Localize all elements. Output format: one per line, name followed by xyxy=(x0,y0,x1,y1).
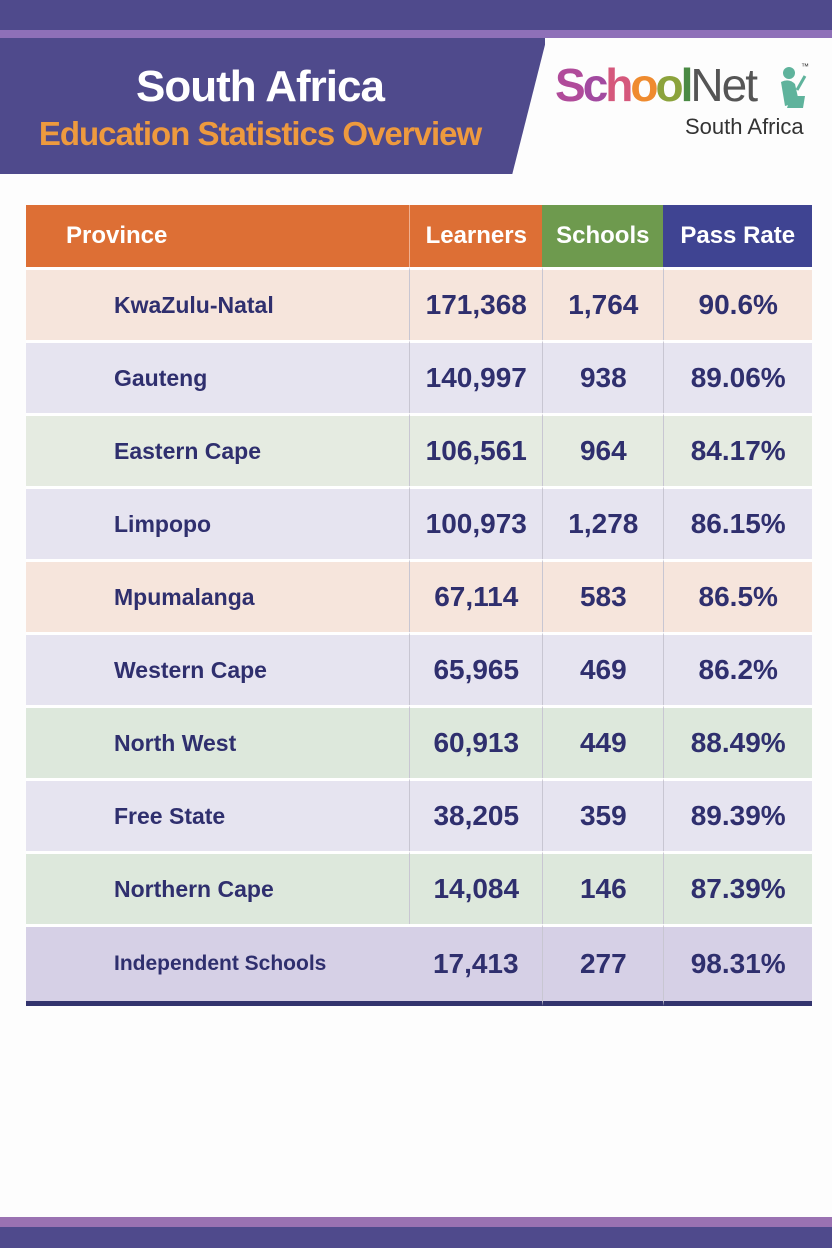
cell-learners: 60,913 xyxy=(409,705,543,778)
cell-schools: 1,278 xyxy=(542,486,664,559)
cell-learners: 65,965 xyxy=(409,632,543,705)
cell-schools: 277 xyxy=(542,924,664,1006)
cell-pass-rate: 89.06% xyxy=(663,340,812,413)
education-stats-table: Province Learners Schools Pass Rate KwaZ… xyxy=(26,205,812,1006)
cell-province: Western Cape xyxy=(26,632,410,705)
table-row: Eastern Cape 106,561 964 84.17% xyxy=(26,413,812,486)
table-header: Province Learners Schools Pass Rate xyxy=(26,205,812,267)
cell-pass-rate: 88.49% xyxy=(663,705,812,778)
cell-pass-rate: 87.39% xyxy=(663,851,812,924)
cell-schools: 469 xyxy=(542,632,664,705)
cell-learners: 14,084 xyxy=(409,851,543,924)
table-row: Independent Schools 17,413 277 98.31% xyxy=(26,924,812,1006)
reader-with-laptop-icon xyxy=(781,67,807,108)
col-header-schools: Schools xyxy=(542,205,664,267)
cell-pass-rate: 86.15% xyxy=(663,486,812,559)
top-stripe xyxy=(0,30,832,38)
col-header-province: Province xyxy=(26,205,410,267)
cell-pass-rate: 89.39% xyxy=(663,778,812,851)
cell-pass-rate: 86.2% xyxy=(663,632,812,705)
table-row: Mpumalanga 67,114 583 86.5% xyxy=(26,559,812,632)
cell-province: Eastern Cape xyxy=(26,413,410,486)
cell-learners: 140,997 xyxy=(409,340,543,413)
title-banner xyxy=(0,38,545,174)
table-row: Western Cape 65,965 469 86.2% xyxy=(26,632,812,705)
bottom-stripe xyxy=(0,1217,832,1227)
table-row: Free State 38,205 359 89.39% xyxy=(26,778,812,851)
bottom-band xyxy=(0,1227,832,1248)
table-row: Gauteng 140,997 938 89.06% xyxy=(26,340,812,413)
top-band xyxy=(0,0,832,30)
cell-province: Limpopo xyxy=(26,486,410,559)
cell-province: KwaZulu-Natal xyxy=(26,267,410,340)
cell-learners: 17,413 xyxy=(409,924,543,1006)
cell-learners: 67,114 xyxy=(409,559,543,632)
page-title: South Africa xyxy=(136,62,385,111)
trademark: ™ xyxy=(801,62,809,71)
table-row: Northern Cape 14,084 146 87.39% xyxy=(26,851,812,924)
cell-province: North West xyxy=(26,705,410,778)
cell-province: Northern Cape xyxy=(26,851,410,924)
cell-schools: 938 xyxy=(542,340,664,413)
cell-schools: 583 xyxy=(542,559,664,632)
cell-province: Independent Schools xyxy=(26,924,410,1006)
cell-schools: 1,764 xyxy=(542,267,664,340)
col-header-learners: Learners xyxy=(409,205,543,267)
cell-pass-rate: 84.17% xyxy=(663,413,812,486)
cell-learners: 100,973 xyxy=(409,486,543,559)
cell-schools: 449 xyxy=(542,705,664,778)
cell-pass-rate: 86.5% xyxy=(663,559,812,632)
cell-learners: 171,368 xyxy=(409,267,543,340)
cell-province: Mpumalanga xyxy=(26,559,410,632)
cell-schools: 146 xyxy=(542,851,664,924)
cell-schools: 359 xyxy=(542,778,664,851)
cell-pass-rate: 98.31% xyxy=(663,924,812,1006)
cell-province: Free State xyxy=(26,778,410,851)
cell-learners: 106,561 xyxy=(409,413,543,486)
table-row: KwaZulu-Natal 171,368 1,764 90.6% xyxy=(26,267,812,340)
logo-wordmark: SchoolNet xyxy=(555,59,758,111)
table-row: Limpopo 100,973 1,278 86.15% xyxy=(26,486,812,559)
page-subtitle: Education Statistics Overview xyxy=(38,115,482,152)
table-row: North West 60,913 449 88.49% xyxy=(26,705,812,778)
schoolnet-logo: SchoolNet ™ South Africa xyxy=(555,62,815,142)
col-header-pass-rate: Pass Rate xyxy=(663,205,812,267)
cell-province: Gauteng xyxy=(26,340,410,413)
logo-tagline: South Africa xyxy=(685,114,804,139)
cell-schools: 964 xyxy=(542,413,664,486)
cell-pass-rate: 90.6% xyxy=(663,267,812,340)
cell-learners: 38,205 xyxy=(409,778,543,851)
